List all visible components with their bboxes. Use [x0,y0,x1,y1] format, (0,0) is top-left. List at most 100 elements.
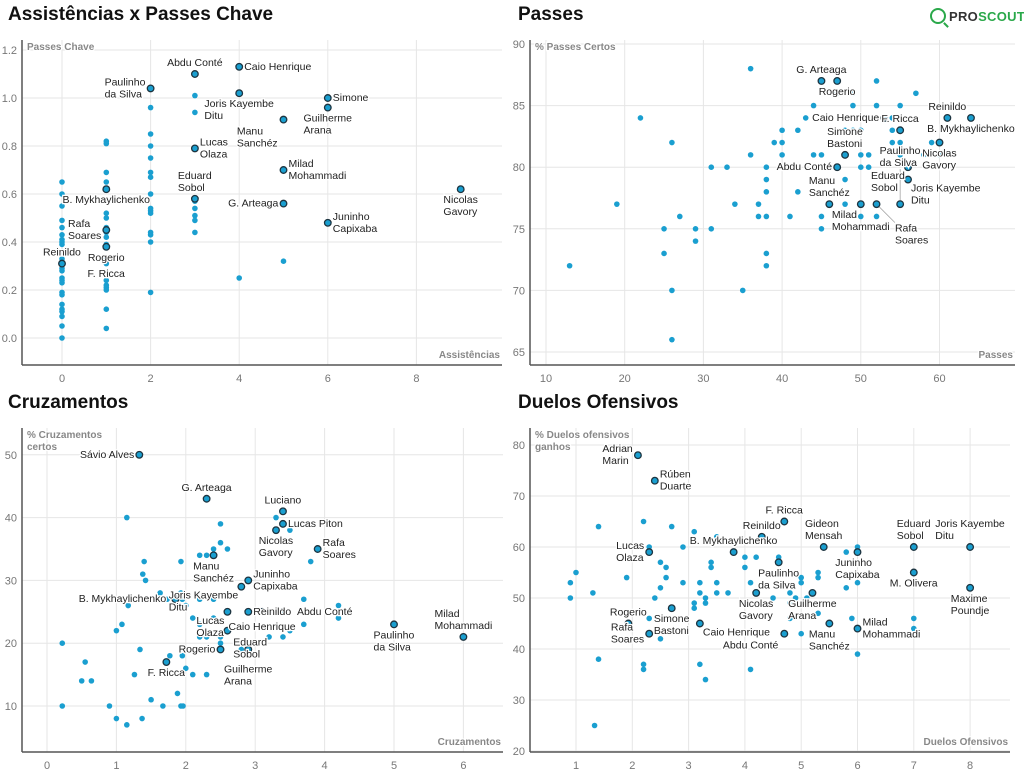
data-point [236,275,242,281]
label-leader-line [876,203,896,223]
data-point [763,250,770,257]
player-label-line: Ditu [935,530,954,542]
player-label-line: Arana [788,610,816,622]
player-label: Abdu Conté [722,638,780,653]
player-label-line: Eduard [871,170,905,182]
y-tick-label: 50 [513,593,525,605]
data-point [795,127,801,134]
data-point [147,289,154,296]
data-point [103,325,110,332]
player-label: G. Arteaga [795,63,848,78]
y-tick-label: 70 [513,285,525,297]
data-point [850,102,856,109]
y-tick-label: 40 [5,513,17,525]
x-axis-title: Cruzamentos [438,737,502,748]
data-point [842,176,848,183]
data-point [103,179,110,185]
data-point [889,139,896,146]
chart-title-assists-key-passes: Assistências x Passes Chave [8,4,274,25]
data-point [818,226,825,232]
data-point [147,131,154,137]
y-axis-title: Passes Chave [27,42,95,53]
data-point [865,164,872,170]
y-axis-title: % Cruzamentos [27,430,102,441]
player-label-line: Rogerio [179,643,216,655]
player-label: Sávio Alves [79,448,136,463]
player-label-line: Juninho [835,557,872,569]
data-point [113,627,120,634]
data-point [567,595,574,601]
scatter-chart-c4: 1 2 3 4 5 6 7 8 20 30 40 50 60 70 80 % Duelos ofensivos… [513,428,1010,772]
data-point [676,213,683,220]
player-label: G. Arteaga [227,196,280,211]
data-point [843,549,850,555]
highlighted-player-point [729,548,738,557]
y-tick-label: 50 [5,450,17,462]
highlighted-player-point [853,624,862,633]
player-label-line: Abdu Conté [777,161,833,173]
highlighted-player-point [272,526,280,535]
chart-title-passes: Passes [518,4,584,25]
data-point [702,595,709,601]
data-point [691,605,698,611]
player-label: F. Ricca [764,503,804,518]
highlighted-player-point [258,607,267,616]
data-point [157,590,163,596]
data-point [59,292,65,298]
highlighted-player-point [102,226,111,234]
scatter-chart-c1: 0 2 4 6 8 0.0 0.2 0.4 0.6 0.8 1.0 1.2 Passes Chave As… [2,40,502,385]
data-point [124,514,130,521]
data-point [179,596,186,603]
data-point [280,258,287,265]
highlighted-player-point [819,543,828,551]
data-point [217,640,224,646]
player-label-line: Milad [289,158,314,170]
data-point [131,671,138,678]
data-point [119,621,125,628]
y-axis-title: ganhos [535,442,571,453]
data-point [747,152,754,158]
x-axis-title: Assistências [439,350,501,361]
data-point [192,229,198,236]
highlighted-player-point [967,113,975,122]
player-label: Rogerio [609,605,648,620]
player-label: B. Mykhaylichenko [689,534,779,549]
player-label-line: Guilherme [304,113,353,125]
player-label-line: Rafa [323,537,345,549]
y-tick-label: 0.0 [2,333,17,345]
data-point [798,574,804,581]
data-point [936,152,943,158]
player-label-line: Reinildo [253,606,291,618]
data-point [147,104,154,111]
player-label-line: Joris Kayembe [169,590,239,602]
data-point [747,579,754,586]
player-label-line: Bastoni [827,138,862,150]
player-label-line: Simone [654,613,690,625]
data-point [196,621,203,628]
highlighted-player-point [695,619,704,628]
data-point [779,139,785,146]
player-label-line: Manu [193,560,219,572]
data-point [196,634,203,640]
player-label-line: Luciano [264,494,301,506]
data-point [88,678,95,684]
data-point [139,571,146,577]
player-label-line: F. Ricca [766,505,804,517]
player-label-line: Gavory [259,547,294,559]
data-point [747,65,754,72]
data-point [913,90,919,97]
highlighted-player-point [323,218,332,227]
data-point [103,210,110,216]
data-point [802,115,809,121]
data-point [911,625,917,632]
data-point [103,306,110,313]
data-point [787,590,793,596]
player-label-line: Gavory [443,206,478,218]
